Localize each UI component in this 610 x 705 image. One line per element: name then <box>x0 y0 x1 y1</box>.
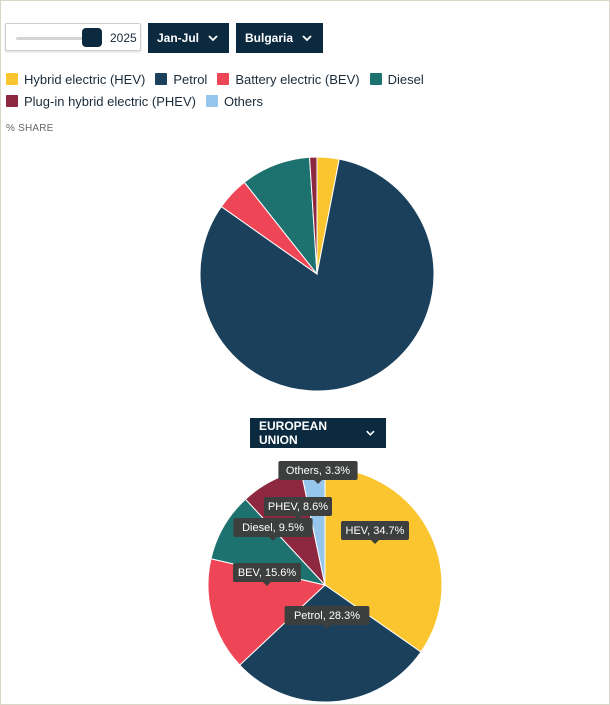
legend-label: Plug-in hybrid electric (PHEV) <box>24 93 196 109</box>
legend-swatch <box>205 95 218 107</box>
legend-swatch <box>6 95 18 107</box>
legend-swatch <box>217 73 230 85</box>
legend-label: Diesel <box>387 71 424 87</box>
data-label-text: Diesel, 9.5% <box>242 522 304 534</box>
region-dropdown[interactable]: EUROPEAN UNION <box>250 418 386 448</box>
legend-row: Hybrid electric (HEV) Petrol Battery elect… <box>6 71 606 109</box>
legend-label: Petrol <box>173 71 208 87</box>
data-label-box <box>278 461 358 480</box>
legend-swatch <box>369 73 382 85</box>
legend-item[interactable]: Battery electric (BEV) <box>217 71 360 87</box>
legend-label: Battery electric (BEV) <box>235 71 360 87</box>
filter-controls: 2025 Jan-Jul Bulgaria <box>5 23 324 53</box>
legend-label: Others <box>223 93 263 109</box>
data-label-pointer <box>294 516 302 520</box>
data-label: Diesel, 9.5% <box>233 518 313 541</box>
chevron-down-icon <box>208 35 218 42</box>
data-label-text: Others, 3.3% <box>286 465 350 477</box>
period-dropdown-label: Jan-Jul <box>157 31 200 45</box>
data-label-text: HEV, 34.7% <box>346 525 405 537</box>
region-dropdown-label: EUROPEAN UNION <box>259 419 328 447</box>
legend-label: Hybrid electric (HEV) <box>24 71 146 87</box>
data-label: BEV, 15.6% <box>233 563 301 586</box>
legend-item[interactable]: Others <box>205 93 263 109</box>
legend-item[interactable]: Diesel <box>369 71 424 87</box>
pie-slice[interactable] <box>207 558 327 666</box>
data-label: Petrol, 28.3% <box>284 606 370 629</box>
chevron-down-icon <box>366 430 375 436</box>
legend-item[interactable]: Petrol <box>155 71 207 87</box>
data-label-text: Petrol, 28.3% <box>294 610 360 622</box>
legend-item[interactable]: Hybrid electric (HEV) <box>6 71 145 87</box>
period-dropdown[interactable]: Jan-Jul <box>148 23 230 53</box>
unit-label: % SHARE <box>6 123 54 134</box>
data-label-pointer <box>263 582 271 586</box>
data-label: PHEV, 8.6% <box>264 497 332 520</box>
pie-slice[interactable] <box>309 156 318 275</box>
year-slider-track[interactable] <box>16 37 88 40</box>
legend: Hybrid electric (HEV) Petrol Battery elect… <box>6 71 606 109</box>
legend-swatch <box>155 73 168 85</box>
data-label-pointer <box>269 537 277 541</box>
data-label-box <box>341 521 409 540</box>
data-label-box <box>233 518 313 537</box>
data-label-box <box>233 563 301 582</box>
data-label: Others, 3.3% <box>278 461 358 484</box>
year-slider-thumb[interactable] <box>82 28 102 47</box>
data-label-text: BEV, 15.6% <box>238 567 297 579</box>
year-slider[interactable]: 2025 <box>5 23 141 51</box>
pie-slice[interactable] <box>239 584 422 703</box>
data-label-pointer <box>323 625 331 629</box>
legend-item[interactable]: Plug-in hybrid electric (PHEV) <box>6 93 196 109</box>
country-pie-chart <box>199 156 435 392</box>
country-dropdown[interactable]: Bulgaria <box>236 23 324 53</box>
pie-slice[interactable] <box>199 158 435 392</box>
data-label-text: PHEV, 8.6% <box>268 501 328 513</box>
data-label-box <box>284 606 370 625</box>
data-label: HEV, 34.7% <box>341 521 409 544</box>
legend-swatch <box>6 73 18 85</box>
country-dropdown-label: Bulgaria <box>245 31 294 45</box>
data-label-pointer <box>314 480 322 484</box>
year-value: 2025 <box>110 31 137 45</box>
data-label-pointer <box>371 540 379 544</box>
chevron-down-icon <box>302 35 312 42</box>
data-label-box <box>264 497 332 516</box>
